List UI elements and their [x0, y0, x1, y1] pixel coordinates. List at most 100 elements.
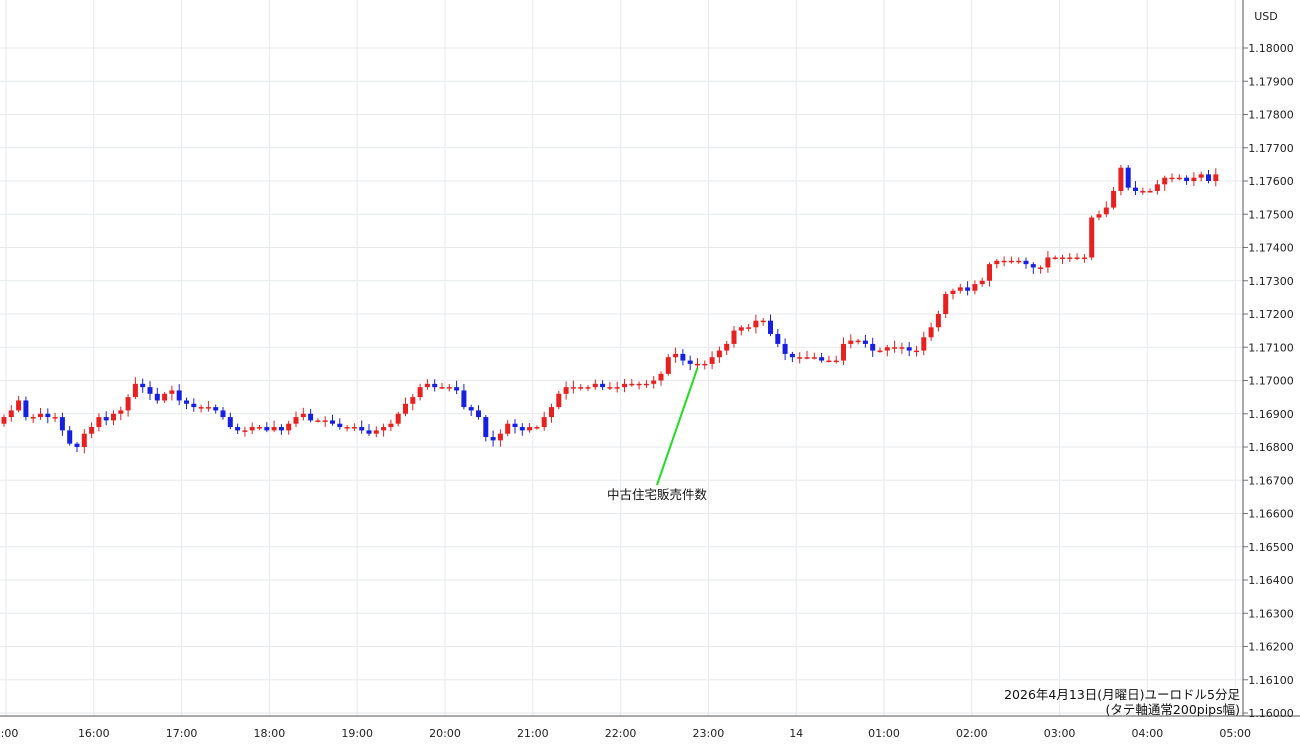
- x-tick-label: 03:00: [1044, 727, 1076, 740]
- candle-body: [373, 430, 379, 434]
- candle: [1038, 265, 1044, 274]
- candle: [592, 379, 598, 390]
- y-tick-label: 1.16200: [1248, 641, 1294, 654]
- candle-body: [490, 437, 496, 441]
- candle-body: [497, 433, 503, 441]
- y-tick-label: 1.18000: [1248, 42, 1294, 55]
- candle-body: [1147, 190, 1153, 193]
- candle-body: [235, 427, 241, 431]
- candle-body: [1, 417, 7, 424]
- candle-body: [687, 360, 693, 364]
- candle: [67, 426, 73, 446]
- x-tick-label: 20:00: [429, 727, 461, 740]
- candle: [746, 323, 752, 332]
- candle-body: [96, 417, 102, 428]
- candle: [775, 329, 781, 347]
- candle: [198, 404, 204, 413]
- candle: [417, 383, 423, 401]
- candle-body: [344, 427, 350, 429]
- candle-body: [1089, 217, 1095, 258]
- candle-body: [965, 287, 971, 291]
- candle: [293, 411, 299, 428]
- candle-body: [1096, 214, 1102, 218]
- candle-body: [841, 343, 846, 361]
- candle-body: [534, 427, 540, 429]
- x-tick-label: 04:00: [1132, 727, 1164, 740]
- candle: [59, 412, 65, 436]
- candle: [614, 381, 620, 393]
- candle: [1162, 175, 1168, 191]
- candle-body: [1060, 257, 1065, 259]
- candle-body: [943, 294, 949, 314]
- candle-body: [935, 314, 941, 328]
- candle: [643, 379, 649, 389]
- candle-body: [1030, 264, 1036, 268]
- candle-body: [227, 417, 233, 428]
- candle-body: [205, 407, 211, 409]
- candle: [351, 423, 357, 432]
- candle-body: [1111, 190, 1117, 208]
- candle: [286, 420, 292, 435]
- candle-body: [381, 427, 387, 431]
- candle-body: [899, 347, 905, 349]
- candle-body: [483, 417, 489, 438]
- candle-body: [45, 413, 51, 418]
- candle-body: [16, 400, 22, 411]
- candle-body: [424, 383, 430, 388]
- candle: [184, 397, 189, 410]
- candle-body: [67, 430, 73, 444]
- y-tick-label: 1.16000: [1248, 707, 1294, 720]
- candle-body: [417, 387, 423, 398]
- candle: [622, 379, 627, 393]
- candle: [205, 400, 211, 412]
- candle: [337, 418, 343, 430]
- candle: [578, 384, 584, 391]
- candle-body: [979, 280, 985, 285]
- candle: [1001, 256, 1007, 267]
- candle-body: [592, 383, 598, 388]
- candle: [249, 422, 255, 435]
- candle-body: [162, 393, 168, 401]
- candle: [373, 426, 379, 438]
- candle: [848, 334, 854, 349]
- candle: [468, 404, 474, 416]
- candle-body: [848, 340, 854, 344]
- candle-body: [892, 347, 898, 349]
- candle: [570, 380, 576, 394]
- x-tick-label: 05:00: [1219, 727, 1251, 740]
- candle-body: [570, 387, 576, 389]
- candle-body: [665, 357, 671, 374]
- candle-body: [658, 373, 664, 381]
- y-tick-label: 1.17700: [1248, 142, 1294, 155]
- candle: [1184, 175, 1190, 185]
- candle: [300, 407, 306, 421]
- candle: [972, 280, 978, 295]
- candle: [476, 405, 481, 420]
- x-tick-label: 19:00: [341, 727, 373, 740]
- y-tick-label: 1.16500: [1248, 541, 1294, 554]
- candle-body: [330, 420, 335, 424]
- candle-body: [731, 330, 737, 344]
- y-tick-label: 1.17500: [1248, 208, 1294, 221]
- candle-body: [651, 380, 657, 384]
- candle-body: [775, 333, 781, 344]
- candle: [505, 420, 511, 437]
- candle: [629, 379, 635, 387]
- candle-body: [877, 350, 883, 353]
- candle-body: [541, 417, 547, 428]
- candle-body: [600, 383, 606, 388]
- candle: [600, 380, 606, 391]
- candle-body: [643, 383, 649, 386]
- y-axis-ticks: 1.18000 1.17900 1.17800 1.17700 1.17600 1.175…: [1248, 42, 1294, 720]
- y-tick-label: 1.16600: [1248, 508, 1294, 521]
- candle: [527, 423, 533, 433]
- candle: [716, 346, 722, 363]
- candle: [366, 424, 372, 436]
- candle: [227, 412, 233, 430]
- candle: [446, 384, 452, 392]
- candle-body: [695, 363, 700, 366]
- candle-body: [746, 327, 752, 329]
- candle: [461, 384, 467, 410]
- candle: [1060, 254, 1065, 265]
